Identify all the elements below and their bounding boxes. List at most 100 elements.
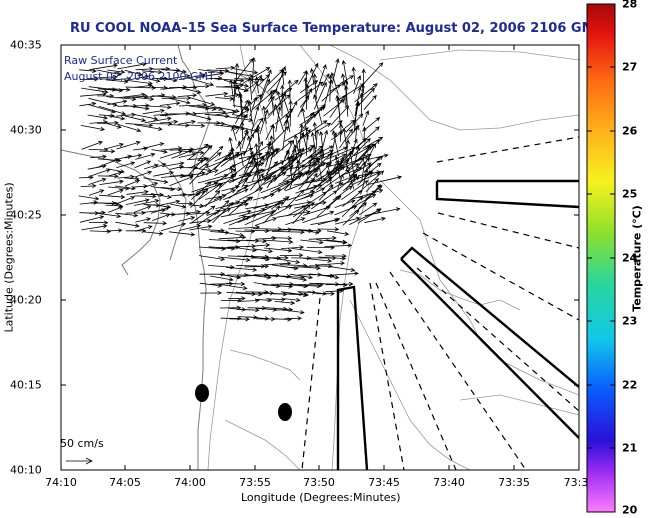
current-vector-arrow [268, 165, 294, 185]
current-vector-arrow [292, 202, 315, 218]
current-vector-arrow [115, 221, 140, 228]
current-vector-arrow [339, 128, 353, 149]
current-vector-arrow [105, 142, 124, 150]
current-vector-arrow [274, 103, 285, 132]
current-vector-arrow [254, 217, 278, 226]
current-vector-arrow [270, 140, 293, 160]
current-vector-arrow [301, 187, 326, 200]
current-vector-arrow [283, 79, 299, 94]
current-vector-arrow [330, 72, 339, 95]
current-vector-arrow [234, 62, 240, 95]
current-vector-arrow [232, 79, 237, 102]
current-vector-arrow [242, 67, 271, 85]
current-vector-arrow [276, 210, 311, 218]
colorbar-title: Temperature (°C) [630, 205, 644, 312]
current-vector-arrow [124, 115, 147, 123]
x-tick-label: 74:05 [109, 476, 141, 489]
current-vector-arrow [215, 65, 236, 71]
current-vector-arrow [350, 189, 384, 200]
current-vector-arrow [362, 110, 370, 126]
y-tick-label: 40:15 [10, 378, 42, 392]
current-vector-arrow [88, 189, 105, 196]
current-vector-arrow [251, 74, 262, 94]
current-vector-arrow [328, 74, 333, 102]
current-vector-arrow [349, 138, 371, 160]
current-vector-arrow [89, 229, 112, 234]
colorbar-tick-label: 24 [622, 251, 638, 265]
current-vector-arrow [141, 105, 172, 110]
current-vector-arrow [135, 225, 153, 232]
current-vector-arrow [96, 69, 122, 77]
current-vector-arrow [226, 281, 246, 287]
current-vector-arrow [134, 160, 152, 169]
current-vector-arrow [144, 116, 172, 124]
current-vector-arrow [150, 206, 171, 214]
current-vector-arrow [266, 174, 276, 189]
current-vector-arrow [79, 101, 97, 107]
x-tick-label: 74:10 [45, 476, 77, 489]
current-vector-arrow [188, 143, 209, 160]
current-vector-arrow [344, 79, 349, 108]
current-vector-arrow [297, 265, 321, 271]
current-vector-arrow [254, 160, 285, 177]
current-vector-arrow [348, 150, 356, 182]
current-vector-arrow [292, 157, 319, 178]
current-vector-arrow [218, 256, 251, 263]
current-vector-arrow [150, 186, 175, 192]
current-vector-arrow [342, 190, 363, 208]
current-vector-arrow [169, 69, 187, 74]
current-vector-arrow [283, 297, 301, 303]
current-vector-arrow [106, 123, 122, 129]
current-vector-arrow [349, 202, 368, 217]
current-vector-arrow [325, 281, 354, 287]
colorbar-tick-label: 23 [622, 314, 638, 328]
current-vector-arrow [254, 76, 260, 94]
current-vector-arrow [336, 96, 341, 126]
current-vector-arrow [313, 94, 323, 124]
current-vector-arrow [159, 199, 181, 206]
current-vector-arrow [312, 121, 317, 140]
current-vector-arrow [241, 128, 249, 149]
current-vector-arrow [160, 186, 183, 192]
restricted-area-east [435, 179, 579, 209]
current-vector-arrow [126, 189, 149, 195]
current-vector-arrow [332, 185, 353, 201]
current-vector-arrow [361, 68, 366, 94]
current-vector-arrow [190, 188, 209, 209]
current-vector-arrow [301, 167, 320, 185]
current-vector-arrow [170, 192, 187, 197]
current-vector-arrow [213, 110, 237, 116]
current-vector-arrow [325, 182, 344, 193]
current-vector-arrow [223, 188, 249, 201]
current-vector-arrow [107, 99, 128, 106]
current-vector-arrow [79, 68, 97, 74]
current-vector-arrow [289, 273, 314, 280]
current-vector-arrow [269, 90, 275, 116]
y-axis-title: Latitude (Degrees:Minutes) [2, 182, 16, 333]
current-vector-arrow [116, 92, 146, 99]
current-vector-arrow [141, 192, 164, 197]
current-vector-arrow [179, 171, 206, 178]
current-vector-arrow [207, 208, 231, 224]
current-vector-arrow [114, 76, 132, 81]
current-vector-arrow [349, 194, 377, 210]
current-vector-arrow [367, 153, 389, 160]
current-vector-arrow [215, 78, 245, 83]
current-vector-arrow [344, 85, 349, 117]
current-vector-arrow [323, 169, 350, 189]
current-vector-arrow [134, 198, 160, 206]
x-tick-label: 73:35 [498, 476, 530, 489]
current-vector-arrow [195, 110, 227, 115]
current-vector-arrow [107, 69, 126, 74]
current-vector-arrow [270, 205, 293, 217]
current-vector-arrow [142, 77, 161, 83]
current-vector-arrow [124, 153, 143, 159]
current-vector-arrow [78, 195, 100, 201]
current-vector-arrow [254, 174, 273, 193]
current-vector-arrow [197, 144, 213, 162]
current-vector-arrow [190, 205, 216, 224]
current-vector-arrow [267, 71, 287, 93]
current-vector-arrow [177, 119, 196, 125]
current-vector-arrow [351, 171, 381, 186]
current-vector-arrow [132, 74, 150, 80]
